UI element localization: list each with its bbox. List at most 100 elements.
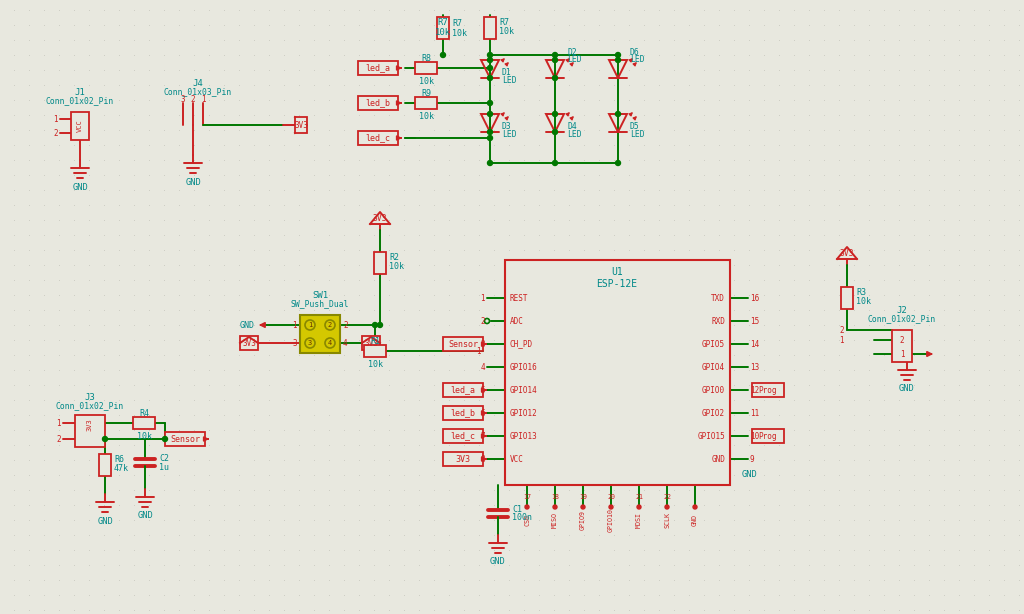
Text: D2: D2 xyxy=(567,47,577,56)
Text: GPIO14: GPIO14 xyxy=(510,386,538,395)
Bar xyxy=(484,17,496,39)
Text: 1: 1 xyxy=(53,114,58,123)
Text: 9: 9 xyxy=(750,454,755,464)
Text: GPIO4: GPIO4 xyxy=(701,362,725,371)
Text: Sensor: Sensor xyxy=(170,435,200,443)
Text: 1: 1 xyxy=(56,419,61,427)
Text: GPIO5: GPIO5 xyxy=(701,340,725,349)
Circle shape xyxy=(553,53,557,58)
Text: TXD: TXD xyxy=(711,293,725,303)
Bar xyxy=(362,336,380,350)
Text: GND: GND xyxy=(490,558,506,567)
Text: 17: 17 xyxy=(523,494,531,500)
Text: GPIO0: GPIO0 xyxy=(701,386,725,395)
Text: 2: 2 xyxy=(328,322,332,328)
Text: GND: GND xyxy=(742,470,758,478)
Circle shape xyxy=(440,53,445,58)
Bar xyxy=(133,417,155,429)
Bar xyxy=(358,61,398,75)
Text: 11: 11 xyxy=(750,408,759,418)
Text: GND: GND xyxy=(711,454,725,464)
Circle shape xyxy=(553,130,557,134)
Bar xyxy=(71,112,89,140)
Circle shape xyxy=(484,319,489,324)
Text: CS0: CS0 xyxy=(524,514,530,526)
Text: Prog: Prog xyxy=(759,386,777,395)
Text: 10k: 10k xyxy=(419,77,433,85)
Text: J4: J4 xyxy=(193,79,204,88)
Text: 2: 2 xyxy=(900,335,904,344)
Circle shape xyxy=(487,53,493,58)
Circle shape xyxy=(525,505,529,509)
Bar xyxy=(99,454,111,476)
Text: GND: GND xyxy=(97,516,113,526)
Text: 1: 1 xyxy=(900,349,904,359)
Circle shape xyxy=(609,505,613,509)
Text: 10k: 10k xyxy=(499,26,514,36)
Bar xyxy=(443,383,483,397)
Text: GPIO10: GPIO10 xyxy=(608,508,614,532)
Text: 3V3: 3V3 xyxy=(456,454,470,464)
Circle shape xyxy=(487,76,493,80)
Circle shape xyxy=(325,320,335,330)
Text: led_c: led_c xyxy=(366,133,390,142)
Text: 22: 22 xyxy=(663,494,671,500)
Text: Conn_01x02_Pin: Conn_01x02_Pin xyxy=(56,402,124,411)
Circle shape xyxy=(305,338,315,348)
Text: 1: 1 xyxy=(480,293,485,303)
Circle shape xyxy=(693,505,697,509)
Text: 21: 21 xyxy=(635,494,643,500)
Bar xyxy=(415,62,437,74)
Text: SW1: SW1 xyxy=(312,290,328,300)
Circle shape xyxy=(581,505,585,509)
Text: R7: R7 xyxy=(499,18,509,26)
Text: 12: 12 xyxy=(750,386,759,395)
Circle shape xyxy=(487,136,493,141)
Text: 4: 4 xyxy=(480,362,485,371)
Text: J2: J2 xyxy=(897,306,907,314)
Circle shape xyxy=(615,53,621,58)
Text: 5: 5 xyxy=(480,386,485,395)
Bar xyxy=(892,330,912,362)
Circle shape xyxy=(553,58,557,63)
Text: Conn_01x02_Pin: Conn_01x02_Pin xyxy=(868,314,936,324)
Text: Conn_01x03_Pin: Conn_01x03_Pin xyxy=(164,88,232,96)
Text: GPIO13: GPIO13 xyxy=(510,432,538,440)
Text: 2: 2 xyxy=(53,128,58,138)
Text: D4: D4 xyxy=(567,122,577,131)
Text: SW_Push_Dual: SW_Push_Dual xyxy=(291,300,349,308)
Text: Conn_01x02_Pin: Conn_01x02_Pin xyxy=(46,96,114,106)
Text: 1: 1 xyxy=(476,346,481,356)
Bar xyxy=(364,345,386,357)
Text: R9: R9 xyxy=(421,88,431,98)
Text: GPIO16: GPIO16 xyxy=(510,362,538,371)
Text: 2: 2 xyxy=(480,316,485,325)
Text: D1: D1 xyxy=(502,68,512,77)
Text: 3V3: 3V3 xyxy=(242,338,256,348)
Text: 3V3: 3V3 xyxy=(294,120,308,130)
Text: LED: LED xyxy=(567,130,582,139)
Text: 10k: 10k xyxy=(389,262,404,271)
Text: GPIO15: GPIO15 xyxy=(697,432,725,440)
Text: VCC: VCC xyxy=(77,120,83,133)
Text: led_a: led_a xyxy=(366,63,390,72)
Text: led_c: led_c xyxy=(451,432,475,440)
Text: 2: 2 xyxy=(190,95,196,104)
Text: LED: LED xyxy=(567,55,582,63)
Text: 14: 14 xyxy=(750,340,759,349)
Circle shape xyxy=(102,437,108,441)
Text: 4: 4 xyxy=(328,340,332,346)
Text: 2: 2 xyxy=(840,325,844,335)
Circle shape xyxy=(487,130,493,134)
Text: GPIO2: GPIO2 xyxy=(701,408,725,418)
Bar xyxy=(415,97,437,109)
Circle shape xyxy=(615,160,621,166)
Text: 3: 3 xyxy=(293,338,297,348)
Text: GND: GND xyxy=(899,384,914,392)
Text: R2: R2 xyxy=(389,252,399,262)
Text: R7: R7 xyxy=(452,18,462,28)
Text: ADC: ADC xyxy=(510,316,524,325)
Text: 3V3: 3V3 xyxy=(87,419,93,432)
Text: R4: R4 xyxy=(139,408,150,418)
Text: LED: LED xyxy=(502,76,517,85)
